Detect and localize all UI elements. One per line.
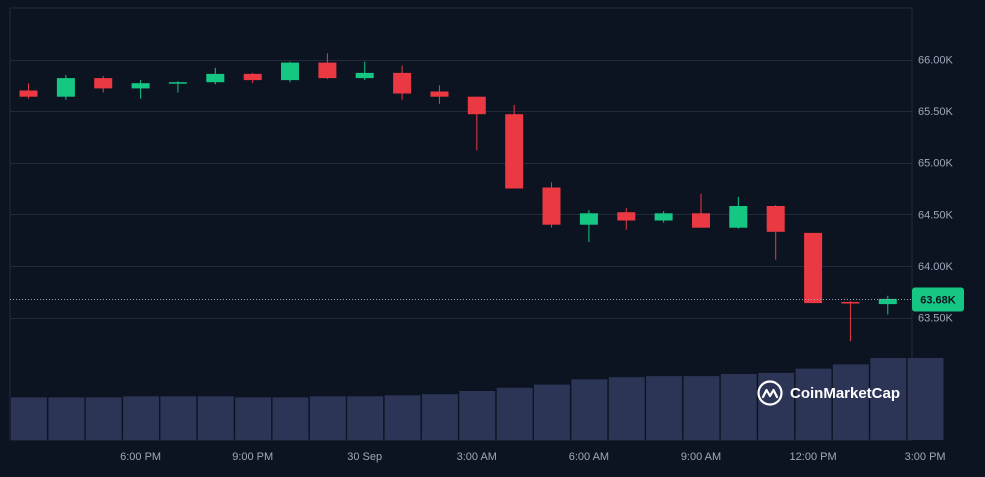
candle-body — [579, 213, 598, 225]
volume-bar — [347, 396, 384, 440]
y-tick-label: 66.00K — [918, 55, 954, 67]
volume-bar — [683, 376, 720, 440]
candle-body — [766, 206, 785, 232]
volume-bar — [197, 396, 234, 440]
candle-body — [878, 298, 897, 305]
volume-bar — [720, 374, 757, 440]
volume-bar — [907, 358, 944, 440]
y-tick-label: 65.50K — [918, 106, 954, 118]
candle-up — [131, 80, 150, 99]
current-price-label: 63.68K — [920, 295, 956, 307]
volume-bar — [48, 397, 85, 440]
candle-body — [467, 96, 486, 115]
candlesticks — [19, 53, 897, 342]
volume-bar — [384, 395, 421, 440]
candle-body — [804, 232, 823, 304]
candle-up — [654, 211, 673, 223]
x-tick-label: 6:00 PM — [120, 451, 161, 463]
current-price-badge-bg — [912, 287, 964, 312]
x-tick-label: 9:00 AM — [681, 451, 721, 463]
candle-body — [206, 73, 225, 83]
x-tick-label: 9:00 PM — [232, 451, 273, 463]
volume-bar — [85, 397, 122, 440]
candle-body — [56, 78, 75, 97]
candle-body — [168, 82, 187, 84]
volume-bar — [11, 397, 47, 440]
candle-up — [355, 61, 374, 81]
volume-bar — [459, 391, 496, 440]
volume-bar — [309, 396, 346, 440]
candle-down — [393, 65, 412, 100]
candle-body — [243, 73, 262, 81]
candle-down — [804, 232, 823, 304]
x-tick-label: 3:00 AM — [457, 451, 497, 463]
watermark-text: CoinMarketCap — [790, 384, 901, 402]
x-tick-label: 12:00 PM — [790, 451, 837, 463]
candle-body — [94, 78, 113, 89]
y-tick-label: 65.00K — [918, 158, 954, 170]
candle-down — [467, 96, 486, 151]
volume-bar — [608, 377, 645, 440]
volume-bar — [534, 384, 570, 440]
y-tick-label: 64.00K — [918, 261, 954, 273]
candle-body — [430, 91, 449, 97]
candle-body — [355, 72, 374, 79]
x-axis-labels: 6:00 PM 9:00 PM 30 Sep 3:00 AM 6:00 AM 9:00 A… — [120, 451, 945, 463]
candle-down — [94, 76, 113, 93]
candle-down — [617, 208, 636, 230]
grid-lines — [9, 7, 913, 441]
candle-body — [131, 83, 150, 89]
volume-bar — [235, 397, 272, 440]
candle-up — [281, 61, 299, 83]
coinmarketcap-watermark: CoinMarketCap — [757, 380, 900, 406]
volume-bar — [832, 364, 869, 440]
candle-body — [729, 206, 748, 228]
candle-body — [318, 62, 337, 79]
candle-body — [617, 212, 636, 221]
volume-bar — [795, 368, 832, 440]
y-axis-labels: 66.00K 65.50K 65.00K 64.50K 64.00K 63.50K — [918, 55, 954, 325]
candle-up — [878, 295, 897, 315]
candle-down — [766, 205, 785, 260]
candle-down — [692, 193, 710, 228]
candle-body — [19, 90, 38, 97]
candle-up — [56, 75, 75, 100]
candle-down — [542, 182, 561, 228]
candle-body — [542, 187, 561, 225]
candle-body — [654, 213, 673, 221]
volume-bar — [422, 394, 458, 440]
x-tick-label: 30 Sep — [347, 451, 382, 463]
candle-down — [430, 85, 449, 104]
coinmarketcap-logo-icon — [757, 380, 783, 406]
y-tick-label: 64.50K — [918, 209, 954, 221]
candle-up — [579, 210, 598, 243]
candle-down — [505, 104, 524, 189]
volume-bar — [123, 396, 159, 440]
candle-body — [393, 72, 412, 94]
volume-bar — [272, 397, 309, 440]
candle-down — [243, 72, 262, 84]
y-tick-label: 63.50K — [918, 313, 954, 325]
candle-up — [206, 67, 225, 85]
current-price-badge: 63.68K — [912, 287, 964, 312]
volume-bar — [646, 376, 682, 440]
volume-bars — [11, 358, 944, 440]
candle-body — [692, 213, 710, 228]
volume-bar — [571, 379, 608, 440]
x-tick-label: 3:00 PM — [905, 451, 946, 463]
candle-down — [841, 301, 860, 342]
candle-body — [841, 302, 860, 304]
candle-body — [505, 114, 524, 189]
volume-bar — [496, 387, 533, 440]
candle-down — [318, 53, 337, 80]
volume-bar — [870, 358, 907, 440]
candle-down — [19, 83, 38, 99]
candle-up — [168, 81, 187, 93]
candle-body — [281, 62, 299, 81]
x-tick-label: 6:00 AM — [569, 451, 609, 463]
volume-bar — [160, 396, 197, 440]
candle-up — [729, 196, 748, 229]
